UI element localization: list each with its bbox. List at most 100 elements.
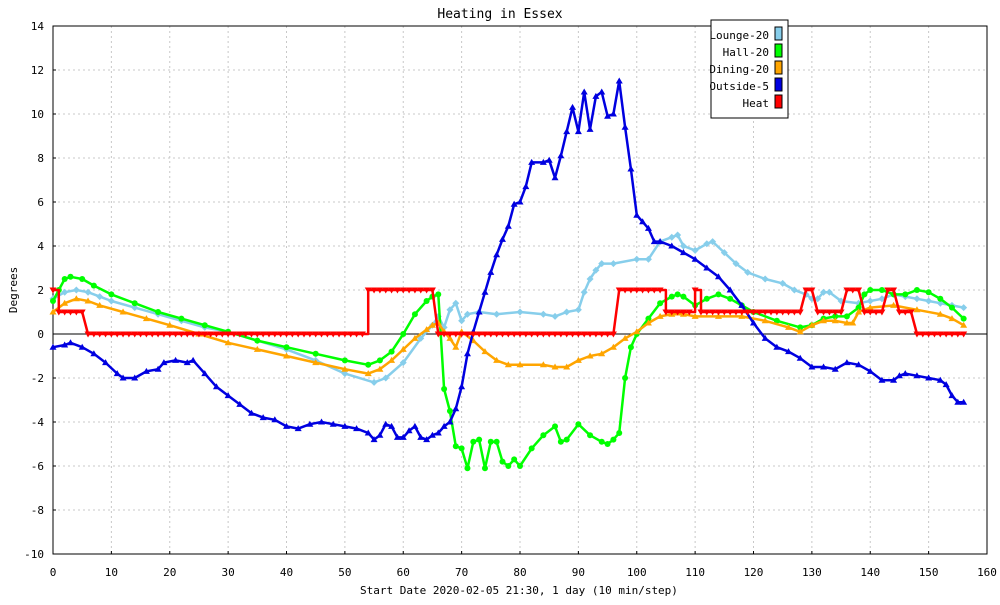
data-point-heat bbox=[417, 287, 425, 294]
data-point-heat bbox=[189, 331, 197, 338]
data-point-lounge-20 bbox=[61, 288, 69, 296]
x-tick-label: 70 bbox=[455, 566, 468, 579]
data-point-heat bbox=[131, 331, 139, 338]
data-point-heat bbox=[119, 331, 127, 338]
data-point-dining-20 bbox=[738, 312, 746, 319]
data-point-hall-20 bbox=[867, 287, 874, 293]
data-point-heat bbox=[925, 331, 933, 338]
data-point-dining-20 bbox=[644, 319, 652, 326]
data-point-heat bbox=[948, 331, 956, 338]
data-point-heat bbox=[779, 309, 787, 316]
data-point-outside-5 bbox=[189, 356, 197, 363]
data-point-dining-20 bbox=[948, 315, 956, 322]
data-point-outside-5 bbox=[428, 431, 436, 438]
data-point-heat bbox=[913, 331, 921, 338]
data-point-dining-20 bbox=[866, 304, 874, 311]
data-point-dining-20 bbox=[574, 356, 582, 363]
data-point-hall-20 bbox=[458, 445, 465, 452]
data-point-outside-5 bbox=[306, 420, 314, 427]
data-point-heat bbox=[283, 331, 290, 338]
data-point-dining-20 bbox=[493, 356, 501, 363]
y-tick-label: 14 bbox=[31, 20, 45, 33]
data-point-outside-5 bbox=[452, 405, 460, 412]
data-point-dining-20 bbox=[539, 361, 547, 368]
data-point-lounge-20 bbox=[925, 297, 933, 305]
data-point-lounge-20 bbox=[131, 304, 139, 312]
data-point-outside-5 bbox=[808, 363, 816, 370]
legend-label-hall-20: Hall-20 bbox=[723, 46, 769, 59]
data-point-outside-5 bbox=[668, 242, 676, 249]
data-point-dining-20 bbox=[428, 321, 436, 328]
data-point-heat bbox=[382, 287, 390, 294]
data-point-outside-5 bbox=[183, 359, 191, 366]
data-point-outside-5 bbox=[761, 334, 769, 341]
data-point-lounge-20 bbox=[84, 288, 92, 296]
data-point-heat bbox=[347, 331, 355, 338]
data-point-lounge-20 bbox=[820, 288, 828, 296]
data-point-lounge-20 bbox=[382, 374, 390, 382]
data-point-heat bbox=[288, 331, 296, 338]
x-tick-label: 80 bbox=[513, 566, 526, 579]
data-point-dining-20 bbox=[960, 321, 968, 328]
data-point-dining-20 bbox=[341, 365, 349, 372]
data-point-outside-5 bbox=[621, 123, 629, 130]
data-point-lounge-20 bbox=[720, 249, 728, 257]
data-point-heat bbox=[551, 331, 559, 338]
data-point-hall-20 bbox=[645, 315, 652, 322]
data-point-outside-5 bbox=[475, 308, 483, 315]
data-point-heat bbox=[475, 331, 483, 338]
data-point-heat bbox=[866, 309, 874, 316]
data-point-heat bbox=[674, 309, 682, 316]
data-point-outside-5 bbox=[458, 383, 466, 390]
data-point-heat bbox=[463, 331, 471, 338]
data-point-heat bbox=[860, 309, 868, 316]
data-point-lounge-20 bbox=[960, 304, 968, 312]
data-point-hall-20 bbox=[797, 324, 804, 331]
data-point-outside-5 bbox=[936, 376, 944, 383]
data-point-outside-5 bbox=[399, 433, 407, 440]
data-point-heat bbox=[785, 309, 793, 316]
data-point-heat bbox=[358, 331, 366, 338]
data-point-hall-20 bbox=[505, 463, 512, 469]
data-point-heat bbox=[259, 331, 267, 338]
data-point-lounge-20 bbox=[580, 288, 588, 296]
data-point-hall-20 bbox=[913, 287, 920, 293]
data-point-lounge-20 bbox=[866, 297, 874, 305]
data-point-heat bbox=[458, 331, 466, 338]
data-point-dining-20 bbox=[376, 365, 384, 372]
data-point-lounge-20 bbox=[598, 260, 606, 268]
data-point-hall-20 bbox=[388, 348, 395, 355]
legend-swatch-outside-5 bbox=[774, 77, 783, 92]
data-point-outside-5 bbox=[609, 110, 617, 117]
data-point-hall-20 bbox=[435, 291, 442, 298]
legend-swatch-lounge-20 bbox=[774, 26, 783, 41]
data-point-outside-5 bbox=[633, 211, 641, 218]
data-point-outside-5 bbox=[557, 152, 565, 159]
data-point-hall-20 bbox=[50, 298, 56, 304]
y-tick-label: -6 bbox=[31, 460, 44, 473]
data-point-outside-5 bbox=[271, 416, 279, 423]
data-point-heat bbox=[102, 331, 110, 338]
data-point-heat bbox=[802, 287, 810, 294]
data-point-outside-5 bbox=[679, 249, 687, 256]
data-point-heat bbox=[323, 331, 331, 338]
y-tick-label: 2 bbox=[37, 284, 44, 297]
data-point-outside-5 bbox=[913, 372, 921, 379]
data-point-outside-5 bbox=[434, 429, 442, 436]
data-point-hall-20 bbox=[452, 443, 459, 450]
data-point-dining-20 bbox=[166, 321, 174, 328]
data-point-outside-5 bbox=[90, 350, 98, 357]
data-point-hall-20 bbox=[668, 293, 675, 300]
data-point-heat bbox=[247, 331, 255, 338]
data-point-heat bbox=[107, 331, 115, 338]
data-point-outside-5 bbox=[119, 374, 127, 381]
data-point-heat bbox=[714, 309, 722, 316]
data-point-heat bbox=[516, 331, 524, 338]
data-point-heat bbox=[49, 287, 57, 294]
data-point-heat bbox=[720, 309, 728, 316]
data-point-dining-20 bbox=[423, 326, 431, 333]
data-point-heat bbox=[55, 309, 63, 316]
data-point-heat bbox=[849, 287, 857, 294]
data-point-dining-20 bbox=[504, 361, 512, 368]
